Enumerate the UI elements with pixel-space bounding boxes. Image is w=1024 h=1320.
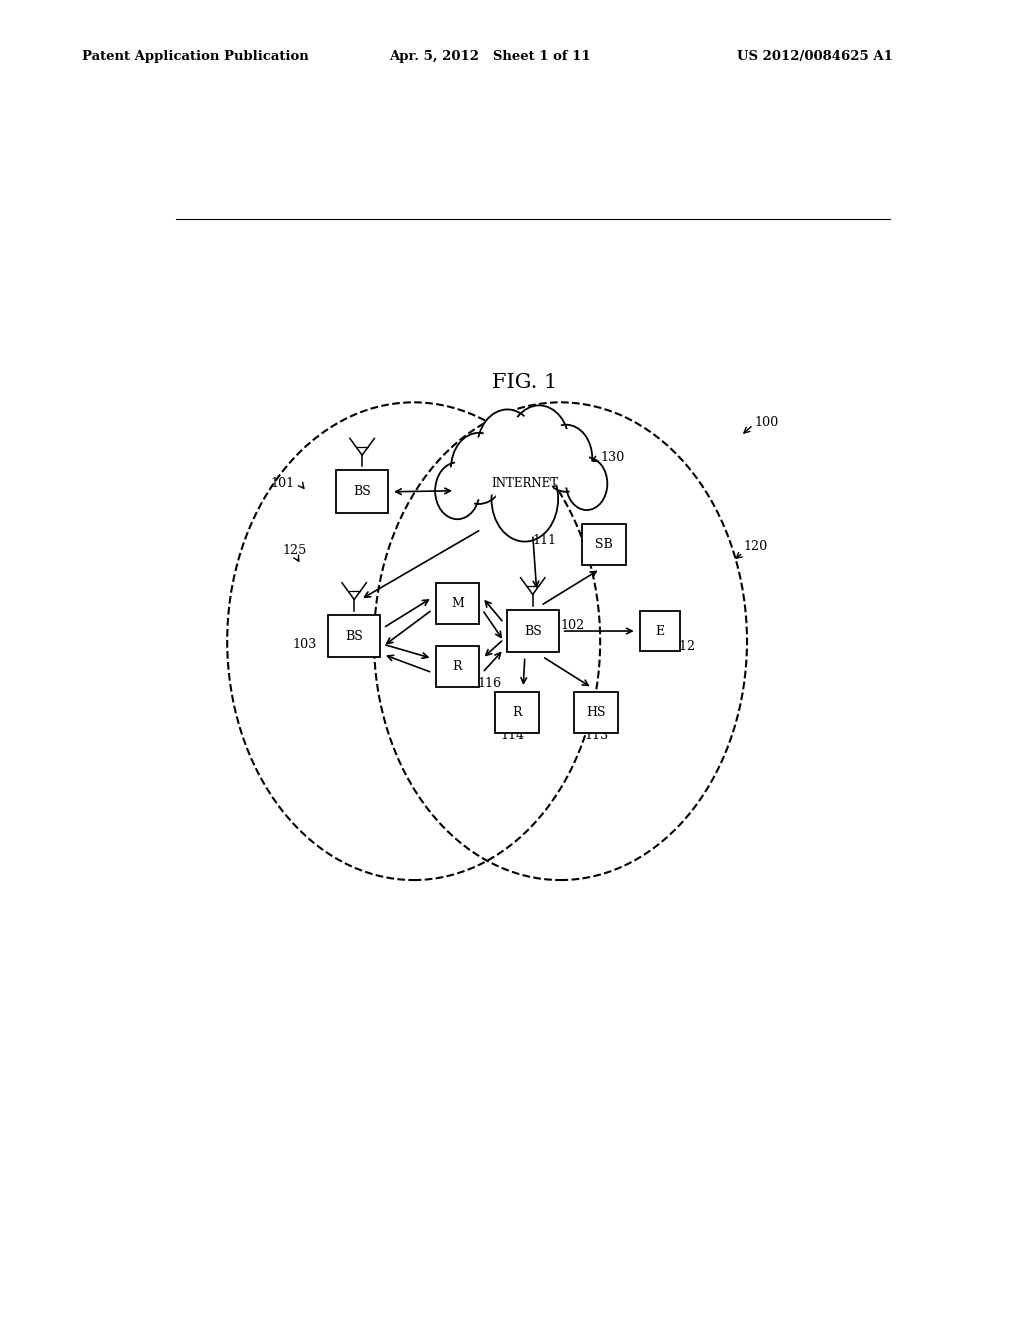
Bar — [507, 610, 558, 652]
Bar — [640, 611, 680, 651]
Text: FIG. 1: FIG. 1 — [493, 372, 557, 392]
Bar — [336, 470, 388, 513]
Circle shape — [451, 433, 507, 504]
Text: 116: 116 — [477, 677, 502, 690]
Text: SB: SB — [595, 539, 613, 552]
Text: US 2012/0084625 A1: US 2012/0084625 A1 — [737, 50, 893, 63]
Circle shape — [540, 425, 592, 492]
Circle shape — [544, 430, 589, 487]
Text: 101: 101 — [270, 477, 295, 490]
Text: Patent Application Publication: Patent Application Publication — [82, 50, 308, 63]
Text: 114: 114 — [501, 729, 525, 742]
Text: R: R — [512, 706, 521, 719]
Text: BS: BS — [353, 486, 371, 498]
Text: BS: BS — [345, 630, 364, 643]
Text: 115: 115 — [437, 614, 462, 627]
Text: 102: 102 — [560, 619, 585, 632]
Circle shape — [477, 409, 538, 487]
Circle shape — [492, 457, 558, 541]
Text: BS: BS — [524, 624, 542, 638]
Text: 130: 130 — [600, 450, 625, 463]
Text: HS: HS — [587, 706, 606, 719]
Bar — [574, 692, 618, 733]
Text: M: M — [451, 597, 464, 610]
Circle shape — [435, 462, 479, 519]
Text: 113: 113 — [584, 729, 608, 742]
Bar — [495, 692, 539, 733]
Text: Apr. 5, 2012   Sheet 1 of 11: Apr. 5, 2012 Sheet 1 of 11 — [389, 50, 591, 63]
Text: 103: 103 — [293, 638, 316, 651]
Circle shape — [509, 405, 569, 483]
Circle shape — [481, 416, 532, 480]
Bar — [435, 647, 479, 686]
Bar — [583, 524, 626, 565]
Text: 120: 120 — [743, 540, 767, 553]
Text: E: E — [655, 624, 665, 638]
Circle shape — [497, 462, 553, 535]
Text: 111: 111 — [532, 535, 557, 546]
Bar — [329, 615, 380, 657]
Bar — [435, 583, 479, 624]
Circle shape — [566, 457, 607, 510]
Circle shape — [513, 411, 564, 477]
Text: 100: 100 — [755, 416, 779, 429]
Circle shape — [569, 461, 604, 506]
Text: 112: 112 — [672, 640, 695, 653]
Text: INTERNET: INTERNET — [492, 477, 558, 490]
Text: R: R — [453, 660, 462, 673]
Circle shape — [438, 466, 476, 515]
Text: 125: 125 — [283, 544, 307, 557]
Circle shape — [455, 438, 503, 499]
